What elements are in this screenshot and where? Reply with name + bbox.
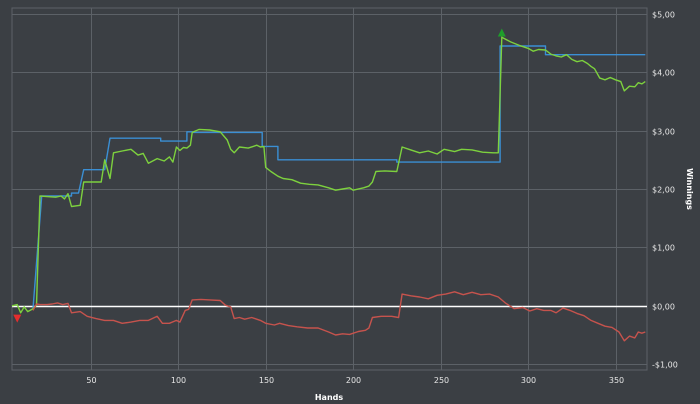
y-tick-label: $4,00	[652, 69, 675, 78]
grid	[11, 7, 648, 371]
min-marker	[13, 314, 22, 323]
max-marker	[497, 28, 506, 37]
y-tick-label: $1,00	[652, 244, 675, 253]
series-line-3	[32, 291, 646, 342]
y-tick-label: -$1,00	[652, 361, 678, 370]
y-tick-label: $5,00	[652, 11, 675, 20]
marker-layer	[13, 28, 506, 323]
x-tick-label: 50	[86, 376, 96, 385]
series-line-2	[11, 36, 646, 314]
y-axis-title: Winnings	[685, 168, 694, 210]
y-tick-label: $2,00	[652, 186, 675, 195]
y-tick-labels: -$1,00 $0,00 $1,00 $2,00 $3,00 $4,00 $5,00	[652, 11, 678, 370]
x-axis-title: Hands	[315, 393, 344, 402]
x-tick-label: 350	[609, 376, 624, 385]
x-tick-label: 150	[259, 376, 274, 385]
series-line-1	[32, 45, 646, 309]
series-layer	[11, 36, 646, 342]
x-tick-label: 300	[521, 376, 536, 385]
x-tick-label: 100	[171, 376, 186, 385]
y-tick-label: $3,00	[652, 128, 675, 137]
x-tick-labels: 50 100 150 200 250 300 350	[86, 376, 624, 385]
x-tick-label: 200	[346, 376, 361, 385]
x-tick-label: 250	[434, 376, 449, 385]
y-tick-label: $0,00	[652, 303, 675, 312]
